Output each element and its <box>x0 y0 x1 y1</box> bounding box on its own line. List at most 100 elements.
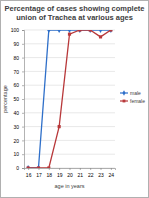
y-tick-label: 40 <box>13 110 19 116</box>
y-tick-mark <box>22 58 24 59</box>
y-axis-title: percentage <box>2 85 8 113</box>
x-tick: 17 <box>36 168 42 178</box>
y-tick-mark <box>22 44 24 45</box>
grid-line <box>24 154 115 155</box>
y-tick: 60 <box>13 82 24 88</box>
grid-line <box>24 140 115 141</box>
legend: male female <box>120 90 145 104</box>
grid-line <box>24 43 115 44</box>
x-tick-mark <box>90 168 91 170</box>
x-tick-label: 24 <box>109 172 115 178</box>
series-marker <box>78 30 81 33</box>
series-marker <box>88 30 91 33</box>
y-tick-label: 70 <box>13 69 19 75</box>
legend-label: male <box>130 90 141 96</box>
grid-line <box>24 57 115 58</box>
grid-line <box>24 71 115 72</box>
chart-frame <box>1 1 149 198</box>
x-tick-label: 18 <box>47 172 53 178</box>
series-marker <box>47 30 50 33</box>
x-tick-label: 20 <box>67 172 73 178</box>
series-marker <box>27 166 30 168</box>
y-tick-mark <box>22 154 24 155</box>
x-tick: 22 <box>88 168 94 178</box>
y-tick-label: 20 <box>13 138 19 144</box>
x-tick-label: 21 <box>78 172 84 178</box>
legend-marker <box>122 90 125 95</box>
series-marker <box>99 35 102 38</box>
x-tick: 23 <box>98 168 104 178</box>
x-axis-line <box>25 169 116 171</box>
x-tick: 19 <box>57 168 63 178</box>
series-marker <box>57 30 60 33</box>
x-tick-mark <box>111 168 112 170</box>
y-tick: 100 <box>11 27 24 33</box>
y-tick: 10 <box>13 151 24 157</box>
grid-line <box>24 112 115 113</box>
x-tick-label: 17 <box>36 172 42 178</box>
series-line <box>28 30 111 168</box>
y-tick: 40 <box>13 110 24 116</box>
y-tick-label: 100 <box>11 27 20 33</box>
y-tick: 30 <box>13 124 24 130</box>
x-tick-label: 23 <box>98 172 104 178</box>
series-marker <box>109 30 112 32</box>
grid-line <box>24 126 115 127</box>
y-tick: 0 <box>16 165 24 171</box>
x-tick-mark <box>28 168 29 170</box>
x-tick-label: 16 <box>26 172 32 178</box>
y-tick-mark <box>22 140 24 141</box>
grid-line <box>24 99 115 100</box>
x-axis: 16 17 18 19 20 21 22 23 24 <box>25 168 116 178</box>
x-tick: 18 <box>47 168 53 178</box>
y-tick-mark <box>22 113 24 114</box>
y-tick-label: 80 <box>13 55 19 61</box>
x-tick-label: 19 <box>57 172 63 178</box>
y-tick-mark <box>22 168 24 169</box>
y-tick: 70 <box>13 69 24 75</box>
y-tick: 20 <box>13 138 24 144</box>
series-line <box>28 30 111 168</box>
legend-label: female <box>130 98 145 104</box>
x-tick: 21 <box>78 168 84 178</box>
series-marker <box>68 33 71 36</box>
legend-swatch <box>120 100 128 101</box>
series-marker <box>58 125 61 128</box>
x-tick-mark <box>80 168 81 170</box>
grid-line <box>24 85 115 86</box>
x-tick-mark <box>38 168 39 170</box>
series-marker <box>99 30 102 33</box>
series-marker <box>47 166 50 168</box>
y-tick: 50 <box>13 96 24 102</box>
x-axis-title: age in years <box>55 183 85 189</box>
y-tick-label: 10 <box>13 151 19 157</box>
legend-item: female <box>120 98 145 104</box>
y-tick: 90 <box>13 41 24 47</box>
y-tick-mark <box>22 99 24 100</box>
chart: Percentage of cases showing completeunio… <box>0 0 149 198</box>
series-marker <box>109 30 112 33</box>
x-tick-mark <box>70 168 71 170</box>
x-tick: 24 <box>109 168 115 178</box>
series-marker <box>37 165 40 168</box>
series-marker <box>78 30 81 32</box>
x-tick-mark <box>49 168 50 170</box>
x-tick: 16 <box>26 168 32 178</box>
y-tick-mark <box>22 85 24 86</box>
y-tick-label: 50 <box>13 96 19 102</box>
marks <box>26 30 112 168</box>
plot: 0 10 20 30 40 50 60 70 80 90 100 16 17 18 19 20 21 22 23 24 <box>11 27 116 177</box>
legend-item: male <box>120 90 141 96</box>
title: Percentage of cases showing completeunio… <box>4 4 144 22</box>
y-tick-label: 60 <box>13 82 19 88</box>
y-tick: 80 <box>13 55 24 61</box>
y-tick-mark <box>22 71 24 72</box>
y-tick-mark <box>22 30 24 31</box>
y-tick-label: 30 <box>13 124 19 130</box>
y-axis: 0 10 20 30 40 50 60 70 80 90 100 <box>11 27 25 171</box>
x-tick-label: 22 <box>88 172 94 178</box>
x-tick-mark <box>101 168 102 170</box>
series-marker <box>26 165 29 168</box>
series-marker <box>68 30 71 33</box>
legend-marker <box>123 100 126 103</box>
